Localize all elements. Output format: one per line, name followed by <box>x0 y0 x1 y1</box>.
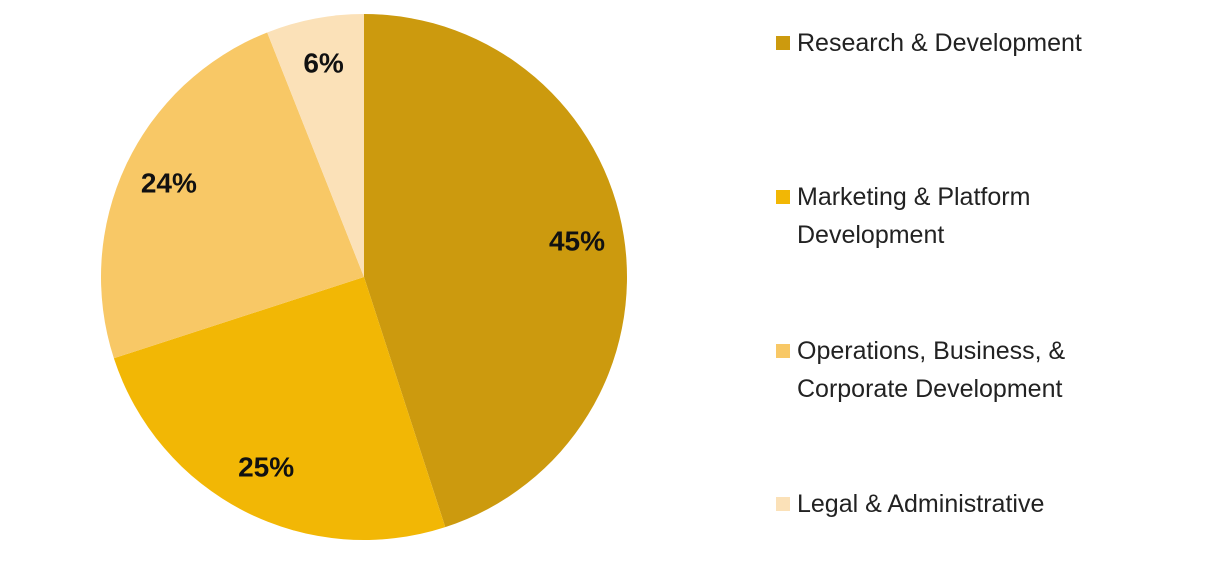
chart: 45% 25% 24% 6% <box>100 14 627 540</box>
legend-entry: Operations, Business, & Corporate Develo… <box>776 332 1117 408</box>
slice-label: 24% <box>141 168 197 199</box>
legend-entry: Legal & Administrative <box>776 485 1117 523</box>
legend-entry: Research & Development <box>776 24 1117 62</box>
slice-label: 25% <box>238 452 294 483</box>
legend-entry: Marketing & Platform Development <box>776 178 1117 254</box>
pie-slice <box>113 277 446 540</box>
legend-swatch <box>776 190 790 204</box>
legend-label: Operations, Business, & Corporate Develo… <box>797 337 1066 403</box>
slice-label: 6% <box>303 48 344 79</box>
legend-swatch <box>776 344 790 358</box>
slice-label: 45% <box>549 226 605 257</box>
legend-label: Research & Development <box>797 29 1082 57</box>
pie-slice <box>100 32 365 359</box>
pie-slice <box>267 14 364 277</box>
pie-slice <box>364 14 627 528</box>
legend-label: Legal & Administrative <box>797 490 1045 518</box>
legend-swatch <box>776 497 790 511</box>
legend-swatch <box>776 36 790 50</box>
legend-label: Marketing & Platform Development <box>797 183 1031 249</box>
